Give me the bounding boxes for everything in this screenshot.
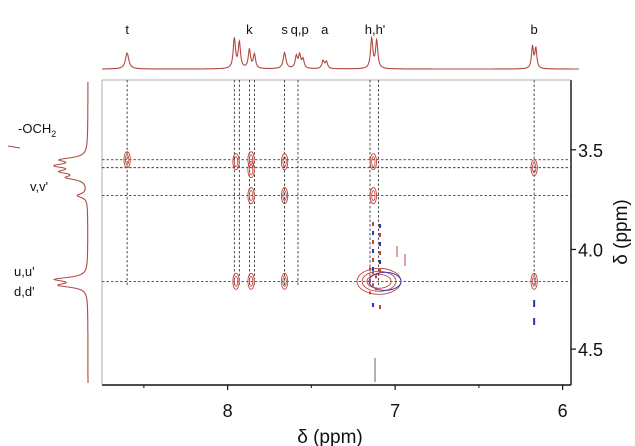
cross-peak-inner (282, 190, 287, 202)
cross-peak (530, 159, 538, 177)
cross-peak-inner (233, 275, 239, 287)
cross-peak-inner (248, 190, 254, 202)
cross-peak-contours (123, 151, 538, 290)
cross-peak (247, 187, 255, 205)
top-peak-label: s (281, 22, 288, 37)
x-tick-label: 7 (390, 401, 400, 421)
cross-peak-inner (233, 156, 239, 168)
y-axis-ticks: 3.5 4.0 4.5 (571, 141, 603, 360)
diagonal-streak-mark (372, 267, 375, 271)
side-peak-label-text: -OCH (18, 121, 51, 136)
y-axis-title: δ (ppm) (611, 199, 632, 264)
diagonal-peak-contour (366, 273, 392, 289)
diagonal-peak-core (369, 279, 372, 283)
diagonal-streak-mark (379, 224, 382, 228)
side-peak-label: u,u' (14, 264, 35, 279)
diagonal-streak-mark (372, 303, 375, 307)
top-projection-spectrum (102, 36, 579, 70)
side-projection-trace (7, 82, 89, 383)
top-peak-label: t (125, 22, 129, 37)
diagonal-streak-mark (379, 251, 382, 255)
diagonal-peak-core (375, 287, 378, 291)
side-peak-labels: -OCH2 v,v' u,u' d,d' (14, 121, 56, 299)
x-tick-label: 6 (558, 401, 568, 421)
diagonal-streak-mark (379, 233, 382, 237)
side-projection-spectrum (7, 82, 89, 383)
diagonal-streak-mark (372, 222, 375, 226)
diagonal-streak-mark (379, 305, 382, 309)
diagonal-streak-mark (372, 231, 375, 235)
top-projection-trace (102, 36, 579, 70)
cross-peak (280, 272, 289, 290)
diagonal-streak-mark (372, 258, 375, 262)
top-peak-label: q,p (291, 22, 309, 37)
cross-peak (280, 187, 289, 205)
side-peak-label: v,v' (30, 179, 48, 194)
y-tick-label: 4.0 (578, 240, 603, 260)
diagonal-peak-core (375, 275, 378, 279)
top-peak-label: a (321, 22, 329, 37)
diagonal-peak-core (372, 283, 375, 287)
plot-frame (101, 79, 572, 386)
side-peak-label: -OCH2 (18, 121, 56, 139)
x-tick-label: 8 (223, 401, 233, 421)
cross-peak-inner (282, 156, 287, 168)
top-peak-labels: t k s q,p a h,h' b (125, 22, 537, 37)
cross-peak-inner (248, 164, 254, 176)
side-peak-label-text: v,v' (30, 179, 48, 194)
diagonal-streak-mark (379, 269, 382, 273)
cross-peak-inner (532, 162, 537, 174)
x-axis-title: δ (ppm) (297, 427, 362, 446)
cross-peak-inner (125, 154, 130, 166)
cross-peak-inner (371, 156, 376, 168)
cross-peak (247, 151, 255, 169)
cross-peak (247, 161, 255, 179)
diagonal-peak-contours (356, 222, 536, 382)
diagonal-streak-mark (372, 240, 375, 244)
x-axis-ticks: 8 7 6 (143, 385, 568, 421)
diagonal-streak-mark (379, 242, 382, 246)
cross-peak (369, 187, 377, 205)
y-tick-label: 3.5 (578, 141, 603, 161)
top-peak-label: k (246, 22, 253, 37)
cross-peak (369, 153, 377, 171)
top-peak-label: b (531, 22, 538, 37)
artifact-mark (533, 300, 536, 307)
diagonal-streak-mark (372, 249, 375, 253)
cross-peak-inner (371, 190, 376, 202)
cross-peak-inner (532, 275, 537, 287)
cross-peak (247, 272, 255, 290)
cross-peak (530, 272, 538, 290)
cross-peak (280, 153, 289, 171)
side-peak-label-subscript: 2 (51, 129, 56, 139)
artifact-mark (533, 318, 536, 325)
top-peak-label: h,h' (365, 22, 386, 37)
cross-peak (232, 153, 240, 171)
diagonal-streak-mark (379, 260, 382, 264)
y-tick-label: 4.5 (578, 340, 603, 360)
side-peak-label: d,d' (14, 284, 35, 299)
diagonal-peak-core (369, 291, 372, 295)
correlation-guide-lines (102, 80, 571, 285)
cross-peak-inner (248, 275, 254, 287)
cross-peak-inner (282, 275, 287, 287)
side-peak-label-text: d,d' (14, 284, 35, 299)
diagonal-peak-core (372, 271, 375, 275)
diagonal-peak-core (369, 267, 372, 271)
cross-peak (232, 272, 240, 290)
side-peak-label-text: u,u' (14, 264, 35, 279)
cross-peak (123, 151, 131, 169)
